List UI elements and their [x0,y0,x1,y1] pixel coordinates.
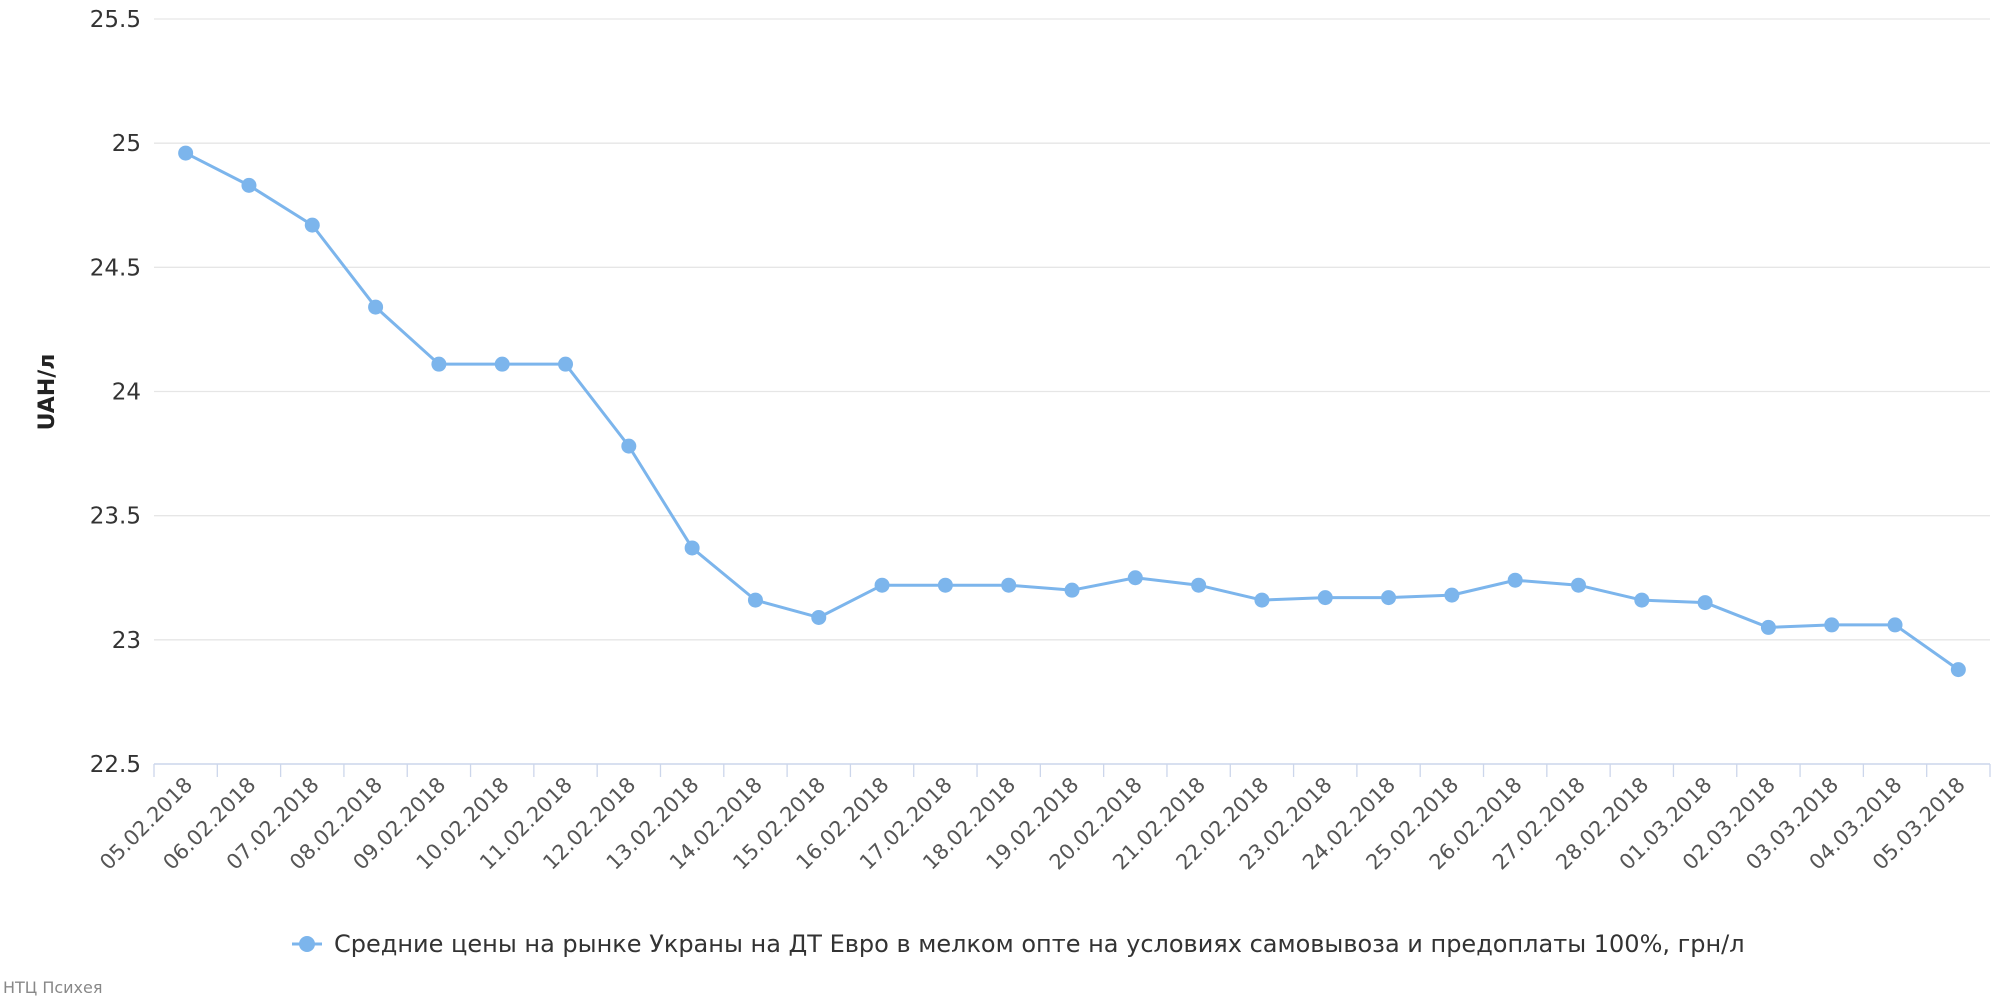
y-tick-label: 25 [112,131,141,157]
data-point [1570,577,1586,593]
y-tick-label: 23.5 [90,504,141,530]
data-point [1444,587,1460,603]
data-point [368,299,384,315]
data-point [747,592,763,608]
data-point [178,145,194,161]
data-point [494,356,510,372]
data-point [1887,617,1903,633]
legend-label: Средние цены на рынке Украны на ДТ Евро … [334,930,1745,958]
y-tick-label: 25.5 [90,7,141,33]
y-tick-label: 23 [112,628,141,654]
data-point [1127,570,1143,586]
data-point [1760,619,1776,635]
data-point [1254,592,1270,608]
legend-marker-icon [299,936,315,952]
data-point [241,177,257,193]
data-point [1064,582,1080,598]
data-point [684,540,700,556]
x-axis: 05.02.201806.02.201807.02.201808.02.2018… [95,763,1991,875]
data-point [1381,590,1397,606]
data-point [1001,577,1017,593]
data-point [874,577,890,593]
data-point [1507,572,1523,588]
data-point [937,577,953,593]
data-point [1634,592,1650,608]
y-tick-label: 24 [112,380,141,406]
data-point [1697,595,1713,611]
data-point [1191,577,1207,593]
data-point [1950,662,1966,678]
data-point [431,356,447,372]
data-point [811,609,827,625]
data-point [621,438,637,454]
y-tick-label: 22.5 [90,752,141,778]
credit-label[interactable]: НТЦ Психея [3,978,102,997]
legend[interactable]: Средние цены на рынке Украны на ДТ Евро … [292,930,1745,958]
data-point [1317,590,1333,606]
y-axis-label: UAH/л [35,354,60,431]
data-point [1824,617,1840,633]
data-point [304,217,320,233]
series-line [178,145,1966,678]
grid-lines [154,18,1990,641]
y-tick-label: 24.5 [90,255,141,281]
y-axis-ticks: 22.5 23 23.5 24 24.5 25 25.5 [90,7,141,778]
data-point [558,356,574,372]
